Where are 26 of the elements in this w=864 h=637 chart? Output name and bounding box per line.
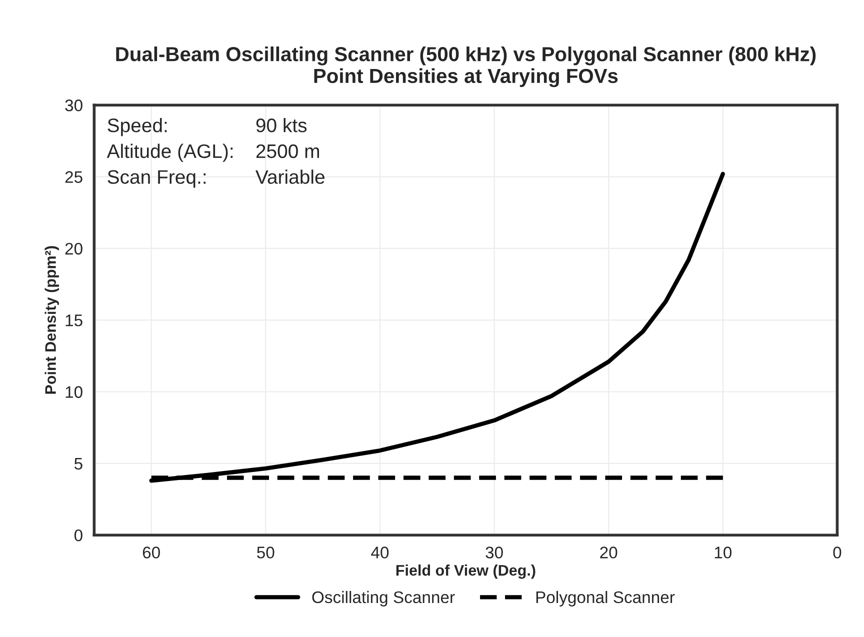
y-tick-label: 10 [66, 386, 82, 398]
line-series [149, 172, 725, 483]
x-tick-label: 10 [714, 546, 732, 558]
x-tick-label: 50 [257, 546, 274, 558]
annotation: 2500 m [256, 144, 319, 158]
y-tick-label: 30 [65, 100, 82, 112]
x-tick-label: 20 [600, 546, 618, 558]
x-tick-label: 60 [142, 546, 160, 558]
legend-label: Polygonal Scanner [536, 590, 675, 606]
y-tick-label: 0 [74, 529, 82, 542]
x-tick-label: 0 [833, 546, 842, 558]
x-axis-title: Field of View (Deg.) [396, 564, 536, 579]
annotation: 90 kts [256, 118, 307, 132]
x-tick-label: 30 [486, 546, 503, 558]
annotation: Speed: [108, 118, 167, 136]
annotation: Variable [256, 170, 324, 184]
y-tick-label: 20 [65, 242, 82, 255]
x-tick-label: 40 [371, 546, 389, 558]
annotation: Scan Freq.: [108, 170, 206, 188]
y-tick-label: 15 [66, 314, 82, 326]
y-tick-label: 25 [65, 171, 82, 183]
legend-label: Oscillating Scanner [312, 590, 455, 606]
annotation: Altitude (AGL): [106, 144, 233, 162]
y-axis-title: Point Density (ppm²) [44, 246, 59, 394]
chart-title: Dual-Beam Oscillating Scanner (500 kHz) vs Polygonal Scanner (800 kHz) Point Densities at Varying FOVs [116, 46, 816, 88]
y-tick-label: 5 [74, 458, 82, 470]
